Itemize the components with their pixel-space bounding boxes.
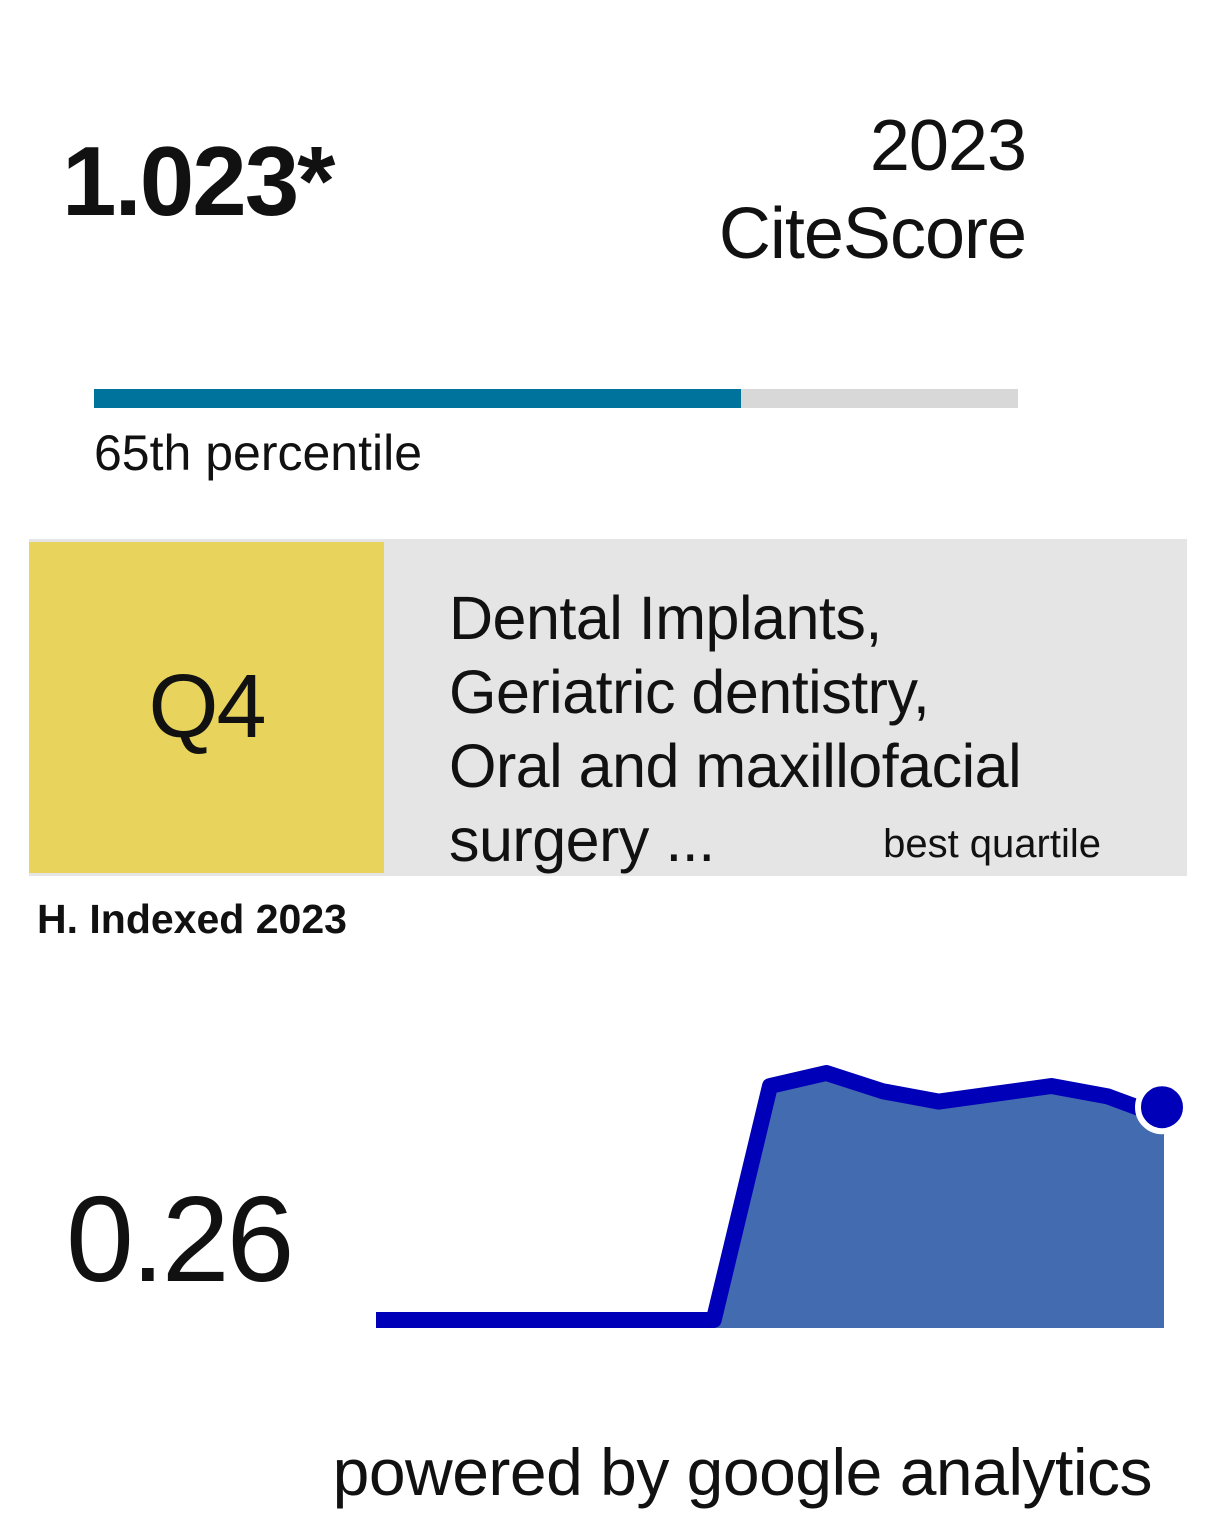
- citescore-year: 2023: [869, 106, 1027, 186]
- quartile-badge: Q4: [29, 542, 384, 873]
- quartile-categories: Dental Implants, Geriatric dentistry, Or…: [449, 581, 1069, 877]
- sparkline-line: [376, 1065, 1167, 1328]
- quartile-badge-text: Q4: [148, 657, 266, 757]
- best-quartile-note: best quartile: [883, 822, 1101, 866]
- citescore-label: CiteScore: [718, 194, 1027, 274]
- quartile-category: Geriatric dentistry,: [449, 658, 930, 726]
- quartile-panel: Q4 Dental Implants, Geriatric dentistry,…: [29, 539, 1187, 876]
- h-index-label: H. Indexed 2023: [37, 896, 347, 942]
- citescore-header: 2023 CiteScore: [718, 102, 1027, 278]
- footer-credit: powered by google analytics: [332, 1435, 1153, 1509]
- percentile-bar: [94, 389, 1018, 408]
- percentile-label: 65th percentile: [94, 425, 423, 481]
- percentile-bar-fill: [94, 389, 741, 408]
- sparkline-area: [376, 1073, 1164, 1328]
- citescore-value: 1.023*: [62, 126, 335, 236]
- quartile-category: surgery ...: [449, 806, 715, 874]
- quartile-category: Oral and maxillofacial: [449, 732, 1022, 800]
- sparkline-end-marker: [1135, 1080, 1189, 1135]
- quartile-category: Dental Implants,: [449, 584, 882, 652]
- h-index-value: 0.26: [66, 1171, 294, 1307]
